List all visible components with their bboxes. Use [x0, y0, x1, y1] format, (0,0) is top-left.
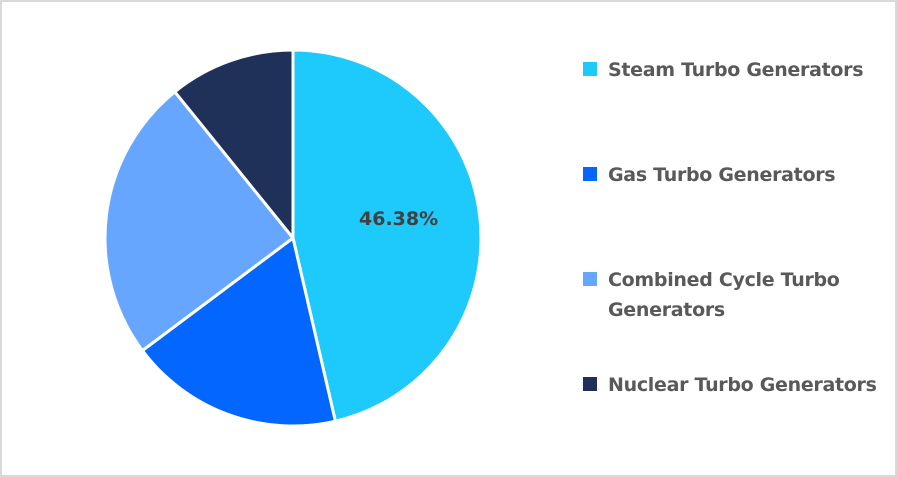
steam-data-label: 46.38% [359, 208, 439, 230]
legend-label-gas: Gas Turbo Generators [608, 164, 836, 186]
legend-swatch-gas [583, 167, 597, 181]
legend-label-steam: Steam Turbo Generators [608, 59, 864, 81]
legend-swatch-steam [583, 62, 597, 76]
pie-slice-steam [291, 48, 483, 423]
legend-label-nuclear: Nuclear Turbo Generators [608, 374, 877, 396]
pie-slice-combined [103, 90, 295, 353]
legend-item-nuclear: Nuclear Turbo Generators [583, 370, 877, 400]
pie-slice-gas [140, 236, 337, 428]
legend-item-steam: Steam Turbo Generators [583, 55, 864, 85]
pie-slice-nuclear [173, 48, 295, 240]
legend-swatch-combined [583, 272, 597, 286]
legend-item-combined: Combined Cycle Turbo Generators [583, 265, 853, 325]
legend-label-combined: Combined Cycle Turbo Generators [608, 269, 840, 321]
legend-swatch-nuclear [583, 377, 597, 391]
legend-item-gas: Gas Turbo Generators [583, 160, 836, 190]
